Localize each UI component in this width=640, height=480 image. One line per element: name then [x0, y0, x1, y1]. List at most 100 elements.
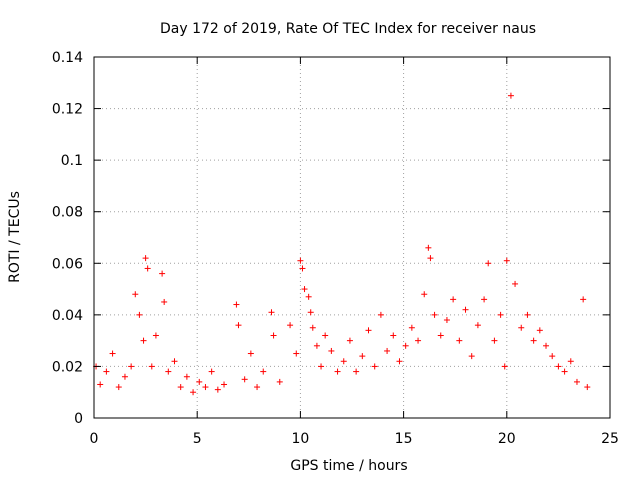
x-tick-label: 10 [291, 431, 309, 447]
x-axis-label: GPS time / hours [290, 458, 407, 474]
data-point [562, 369, 568, 375]
data-point [574, 379, 580, 385]
y-tick-label: 0.04 [52, 308, 83, 324]
data-point [396, 358, 402, 364]
data-point [531, 338, 537, 344]
data-point [335, 369, 341, 375]
data-point [143, 255, 149, 261]
data-point [299, 265, 305, 271]
data-point [233, 302, 239, 308]
data-point [178, 384, 184, 390]
data-point [128, 363, 134, 369]
data-point [425, 245, 431, 251]
y-tick-label: 0.1 [61, 153, 83, 169]
data-point [196, 379, 202, 385]
data-point [161, 299, 167, 305]
data-point [165, 369, 171, 375]
data-point [403, 343, 409, 349]
y-tick-label: 0.14 [52, 50, 83, 66]
data-point [409, 325, 415, 331]
data-point [254, 384, 260, 390]
data-point [584, 384, 590, 390]
x-tick-label: 20 [498, 431, 516, 447]
data-point [136, 312, 142, 318]
data-point [110, 351, 116, 357]
data-point [242, 376, 248, 382]
data-point [314, 343, 320, 349]
plot-frame [94, 57, 610, 418]
x-tick-label: 15 [395, 431, 413, 447]
data-point [260, 369, 266, 375]
data-point [306, 294, 312, 300]
data-point [568, 358, 574, 364]
data-point [537, 327, 543, 333]
data-point [141, 338, 147, 344]
data-point [491, 338, 497, 344]
data-point [432, 312, 438, 318]
data-point [504, 258, 510, 264]
x-tick-label: 5 [193, 431, 202, 447]
data-point [512, 281, 518, 287]
data-point [322, 332, 328, 338]
data-point [359, 353, 365, 359]
data-point [450, 296, 456, 302]
data-point [159, 271, 165, 277]
data-point [97, 381, 103, 387]
data-point [384, 348, 390, 354]
data-point [543, 343, 549, 349]
data-point [508, 93, 514, 99]
data-point [341, 358, 347, 364]
data-point [235, 322, 241, 328]
data-point [277, 379, 283, 385]
data-point [438, 332, 444, 338]
data-point [221, 381, 227, 387]
data-point [328, 348, 334, 354]
data-point [485, 260, 491, 266]
data-point [190, 389, 196, 395]
y-tick-label: 0.02 [52, 359, 83, 375]
y-tick-label: 0.08 [52, 205, 83, 221]
data-point [456, 338, 462, 344]
data-point [122, 374, 128, 380]
data-point [215, 387, 221, 393]
roti-scatter-chart: Day 172 of 2019, Rate Of TEC Index for r… [0, 0, 640, 480]
data-point [427, 255, 433, 261]
data-point [555, 363, 561, 369]
data-point [310, 325, 316, 331]
data-point [475, 322, 481, 328]
y-tick-label: 0.06 [52, 256, 83, 272]
data-point [103, 369, 109, 375]
y-tick-label: 0.12 [52, 102, 83, 118]
data-point [463, 307, 469, 313]
data-point [302, 286, 308, 292]
data-point [481, 296, 487, 302]
data-point [171, 358, 177, 364]
data-point [153, 332, 159, 338]
data-point [366, 327, 372, 333]
data-point [269, 309, 275, 315]
y-axis-label: ROTI / TECUs [7, 191, 23, 283]
data-point [390, 332, 396, 338]
data-point [293, 351, 299, 357]
data-point [271, 332, 277, 338]
data-point [580, 296, 586, 302]
data-point [145, 265, 151, 271]
data-point [353, 369, 359, 375]
data-point [549, 353, 555, 359]
data-point [469, 353, 475, 359]
data-point [502, 363, 508, 369]
data-point [248, 351, 254, 357]
data-point [209, 369, 215, 375]
data-point [116, 384, 122, 390]
data-point [378, 312, 384, 318]
data-point [202, 384, 208, 390]
data-point [498, 312, 504, 318]
data-point [318, 363, 324, 369]
data-point [415, 338, 421, 344]
data-point [287, 322, 293, 328]
data-point [444, 317, 450, 323]
data-point [149, 363, 155, 369]
data-point [308, 309, 314, 315]
chart-title: Day 172 of 2019, Rate Of TEC Index for r… [160, 21, 536, 37]
data-point [184, 374, 190, 380]
